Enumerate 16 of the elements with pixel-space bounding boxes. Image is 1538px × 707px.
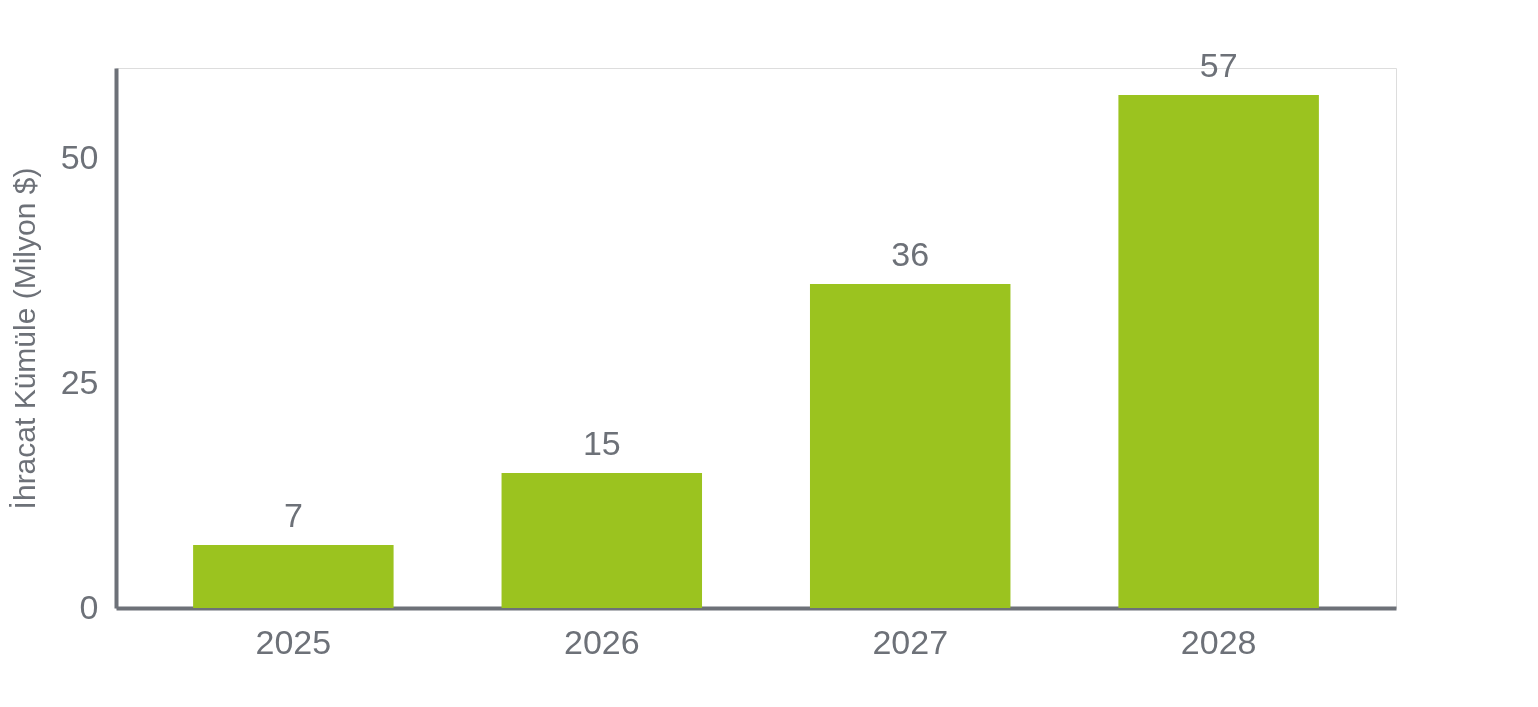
- x-tick-label: 2027: [872, 622, 949, 661]
- x-tick-label: 2025: [255, 622, 332, 661]
- bar: [809, 284, 1011, 608]
- data-label: 57: [1199, 46, 1238, 84]
- y-tick-label: 25: [60, 362, 99, 401]
- y-tick-label: 50: [60, 137, 99, 176]
- bar: [501, 473, 703, 608]
- bar: [1118, 95, 1319, 608]
- y-axis-title: İhracat Kümüle (Milyon $): [7, 167, 41, 510]
- y-tick-label: 0: [79, 587, 99, 626]
- data-label: 36: [891, 235, 930, 273]
- data-label: 7: [283, 496, 303, 534]
- x-tick-label: 2026: [563, 622, 640, 661]
- data-label: 15: [582, 424, 621, 462]
- bar: [193, 545, 394, 608]
- x-tick-label: 2028: [1180, 622, 1257, 661]
